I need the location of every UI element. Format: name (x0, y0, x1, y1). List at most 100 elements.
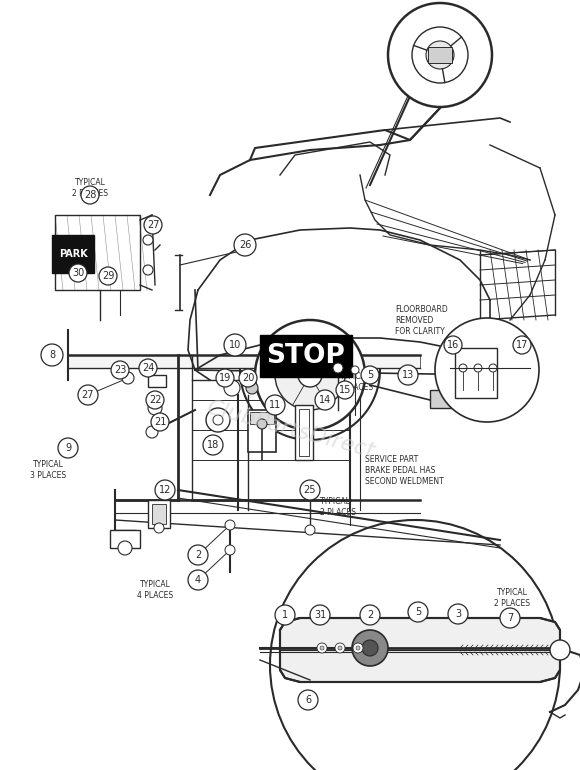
Circle shape (143, 265, 153, 275)
Circle shape (206, 408, 230, 432)
Circle shape (213, 415, 223, 425)
Text: 28: 28 (84, 190, 96, 200)
Text: 9: 9 (65, 443, 71, 453)
Circle shape (69, 264, 87, 282)
Circle shape (111, 361, 129, 379)
Circle shape (118, 541, 132, 555)
Circle shape (459, 364, 467, 372)
Text: 2: 2 (367, 610, 373, 620)
Bar (428, 47, 452, 63)
Circle shape (315, 390, 335, 410)
Text: TYPICAL
4 PLACES: TYPICAL 4 PLACES (137, 580, 173, 600)
Circle shape (513, 336, 531, 354)
Circle shape (275, 605, 295, 625)
Text: ClubPartsDirect: ClubPartsDirect (204, 398, 376, 462)
Circle shape (310, 605, 330, 625)
Text: 5: 5 (367, 370, 373, 380)
Circle shape (144, 216, 162, 234)
Text: SERVICE PART
BRAKE PEDAL HAS
SECOND WELDMENT: SERVICE PART BRAKE PEDAL HAS SECOND WELD… (365, 455, 444, 486)
Text: 11: 11 (269, 400, 281, 410)
Circle shape (234, 234, 256, 256)
Circle shape (224, 334, 246, 356)
Circle shape (155, 480, 175, 500)
Bar (52, 235, 94, 273)
Circle shape (246, 382, 258, 394)
Text: 27: 27 (147, 220, 160, 230)
Circle shape (99, 267, 117, 285)
Circle shape (188, 545, 208, 565)
Text: 2: 2 (195, 550, 201, 560)
Circle shape (317, 643, 327, 653)
Text: 21: 21 (154, 417, 166, 427)
Text: 18: 18 (207, 440, 219, 450)
Bar (148, 375, 166, 387)
Circle shape (265, 395, 285, 415)
Circle shape (333, 363, 343, 373)
Circle shape (225, 520, 235, 530)
Circle shape (203, 435, 223, 455)
Circle shape (362, 640, 378, 656)
Circle shape (300, 480, 320, 500)
Text: 27: 27 (82, 390, 94, 400)
Circle shape (435, 318, 539, 422)
Circle shape (188, 570, 208, 590)
Text: TYPICAL
2 PLACES: TYPICAL 2 PLACES (494, 588, 530, 608)
Circle shape (275, 340, 345, 410)
Text: 10: 10 (229, 340, 241, 350)
Text: 4: 4 (195, 575, 201, 585)
Bar (455, 348, 497, 398)
Text: 15: 15 (339, 385, 351, 395)
Circle shape (270, 520, 560, 770)
Circle shape (224, 380, 240, 396)
Circle shape (353, 643, 363, 653)
Circle shape (412, 27, 468, 83)
Bar (148, 500, 170, 528)
Circle shape (255, 320, 365, 430)
Text: PARK: PARK (59, 249, 88, 259)
Text: 31: 31 (314, 610, 326, 620)
Circle shape (225, 545, 235, 555)
Bar (55, 215, 140, 290)
Text: 1: 1 (282, 610, 288, 620)
Circle shape (151, 413, 169, 431)
Text: 20: 20 (242, 373, 254, 383)
Circle shape (352, 630, 388, 666)
Bar (152, 504, 166, 524)
Circle shape (143, 235, 153, 245)
Circle shape (351, 366, 359, 374)
Circle shape (139, 359, 157, 377)
Circle shape (122, 372, 134, 384)
Bar (295, 405, 313, 460)
Circle shape (489, 364, 497, 372)
Text: TYPICAL
4 PLACES: TYPICAL 4 PLACES (337, 372, 373, 392)
Circle shape (500, 608, 520, 628)
Circle shape (58, 438, 78, 458)
Text: 24: 24 (142, 363, 154, 373)
Text: 19: 19 (219, 373, 231, 383)
Text: 7: 7 (507, 613, 513, 623)
Circle shape (146, 391, 164, 409)
Circle shape (148, 401, 162, 415)
Circle shape (320, 646, 324, 650)
Text: 14: 14 (319, 395, 331, 405)
Bar (260, 335, 352, 377)
Bar (248, 410, 276, 452)
Circle shape (398, 365, 418, 385)
Circle shape (335, 643, 345, 653)
Text: FLOORBOARD
REMOVED
FOR CLARITY: FLOORBOARD REMOVED FOR CLARITY (395, 305, 448, 336)
Circle shape (239, 369, 257, 387)
Circle shape (216, 369, 234, 387)
Text: 29: 29 (102, 271, 114, 281)
Text: 3: 3 (455, 609, 461, 619)
Circle shape (298, 363, 322, 387)
Circle shape (388, 3, 492, 107)
Circle shape (408, 602, 428, 622)
Text: 6: 6 (305, 695, 311, 705)
Circle shape (305, 525, 315, 535)
Text: TYPICAL
3 PLACES: TYPICAL 3 PLACES (30, 460, 66, 480)
Text: 8: 8 (49, 350, 55, 360)
Text: 16: 16 (447, 340, 459, 350)
Circle shape (298, 690, 318, 710)
Text: 26: 26 (239, 240, 251, 250)
Text: 25: 25 (304, 485, 316, 495)
